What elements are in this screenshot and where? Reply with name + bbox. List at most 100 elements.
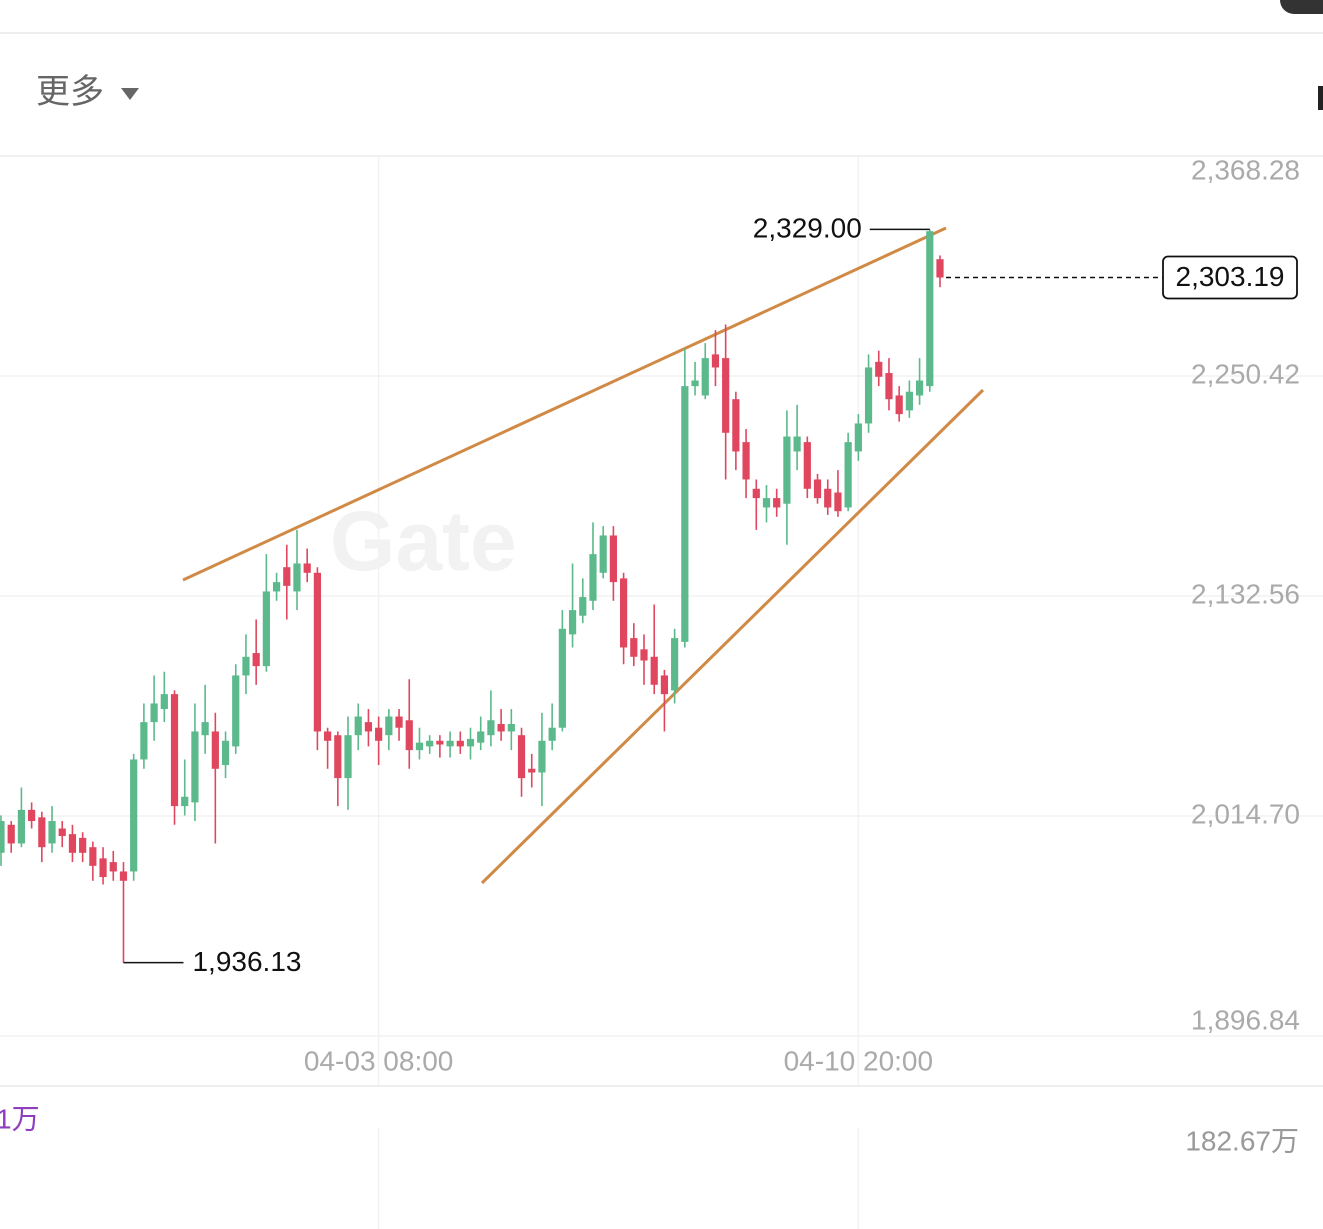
candle-body xyxy=(783,436,791,504)
candle-body xyxy=(762,498,771,508)
candle-body xyxy=(619,578,628,648)
candle-body xyxy=(773,498,781,508)
candle-body xyxy=(701,358,709,396)
candle-body xyxy=(630,638,638,657)
candle-body xyxy=(548,727,556,741)
candle-body xyxy=(395,716,403,728)
candle-body xyxy=(650,656,658,685)
candle-body xyxy=(344,735,352,779)
y-tick-label: 2,014.70 xyxy=(1191,798,1300,829)
candle-body xyxy=(466,738,475,747)
candle-body xyxy=(558,628,566,728)
candle-body xyxy=(507,723,515,732)
candle-body xyxy=(221,740,230,766)
candle-body xyxy=(130,759,138,872)
candle-body xyxy=(813,479,822,499)
x-tick-label: 04-10 20:00 xyxy=(784,1045,933,1076)
candle-body xyxy=(936,259,944,278)
candle-body xyxy=(660,675,669,695)
candle-body xyxy=(803,442,811,489)
candle-body xyxy=(68,834,77,853)
candle-body xyxy=(7,824,15,844)
candle-body xyxy=(191,731,199,803)
candle-body xyxy=(283,567,291,586)
corner-button[interactable] xyxy=(1280,0,1323,14)
y-tick-label: 2,368.28 xyxy=(1191,154,1300,185)
candle-body xyxy=(89,847,97,866)
candle-body xyxy=(201,722,209,736)
candle-body xyxy=(232,675,240,747)
candle-body xyxy=(17,809,26,844)
candle-body xyxy=(58,828,66,836)
candle-body xyxy=(119,871,128,881)
candle-body xyxy=(671,638,679,691)
candle-body xyxy=(313,572,322,732)
candle-body xyxy=(497,723,505,732)
candle-body xyxy=(109,862,117,872)
candle-body xyxy=(742,442,750,480)
candle-body xyxy=(48,821,56,844)
candle-body xyxy=(385,716,393,736)
candle-body xyxy=(38,817,46,848)
watermark: Gate xyxy=(330,494,517,588)
candle-body xyxy=(926,231,934,387)
candle-body xyxy=(793,436,801,452)
volume-indicator: 1万 xyxy=(0,1103,40,1134)
candle-body xyxy=(915,380,924,396)
last-price-box xyxy=(1162,255,1298,300)
candle-body xyxy=(854,423,862,452)
candle-body xyxy=(415,742,424,751)
candle-body xyxy=(181,796,189,807)
candle-body xyxy=(79,837,87,853)
candle-body xyxy=(446,740,454,747)
candle-body xyxy=(99,858,107,878)
candle-body xyxy=(875,361,883,377)
y-tick-label: 2,132.56 xyxy=(1191,578,1300,609)
y-tick-label: 2,250.42 xyxy=(1191,358,1300,389)
y-tick-label: 1,896.84 xyxy=(1191,1004,1300,1035)
trendline xyxy=(480,388,985,885)
candle-body xyxy=(824,488,832,508)
candle-body xyxy=(364,722,373,732)
candle-body xyxy=(905,391,913,411)
candle-body xyxy=(405,720,413,751)
candle-body xyxy=(752,488,760,499)
trendline xyxy=(182,226,947,582)
candle-body xyxy=(579,597,587,616)
candle-body xyxy=(640,649,648,661)
last-price-label: 2,303.19 xyxy=(1176,261,1285,292)
candle-body xyxy=(691,380,699,387)
candle-body xyxy=(732,399,740,452)
dropdown-arrow[interactable] xyxy=(121,88,139,100)
candle-body xyxy=(477,731,485,743)
candle-body xyxy=(517,735,526,779)
candle-body xyxy=(722,358,730,433)
x-tick-label: 04-03 08:00 xyxy=(304,1045,453,1076)
candle-body xyxy=(834,492,842,512)
candle-body xyxy=(140,722,148,760)
candle-body xyxy=(354,716,362,736)
low-label: 1,936.13 xyxy=(192,946,301,977)
candle-body xyxy=(711,354,720,368)
candle-body xyxy=(456,740,464,747)
volume-max-label: 182.67万 xyxy=(1185,1125,1299,1156)
candle-body xyxy=(252,653,260,667)
candle-body xyxy=(28,809,36,822)
candle-body xyxy=(589,554,597,601)
candle-body xyxy=(211,731,219,769)
menu-label[interactable]: 更多 xyxy=(36,73,104,111)
candle-body xyxy=(303,563,311,573)
candle-body xyxy=(242,656,250,676)
candle-body xyxy=(528,768,536,773)
candle-body xyxy=(150,703,158,723)
candle-body xyxy=(334,735,342,779)
candle-body xyxy=(568,610,577,635)
candle-body xyxy=(160,694,168,710)
candle-body xyxy=(538,740,546,773)
candle-body xyxy=(487,720,495,736)
candle-body xyxy=(895,395,903,415)
candle-body xyxy=(864,367,873,424)
candle-body xyxy=(170,694,179,807)
edge-icon[interactable] xyxy=(1318,86,1323,110)
